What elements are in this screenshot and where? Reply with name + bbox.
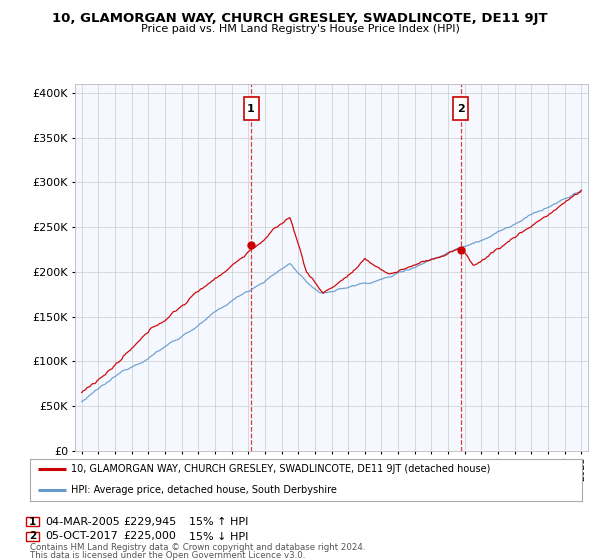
Text: 2: 2 bbox=[29, 531, 36, 542]
FancyBboxPatch shape bbox=[453, 97, 468, 120]
Text: HPI: Average price, detached house, South Derbyshire: HPI: Average price, detached house, Sout… bbox=[71, 486, 337, 495]
Text: £229,945: £229,945 bbox=[123, 517, 176, 527]
Text: Price paid vs. HM Land Registry's House Price Index (HPI): Price paid vs. HM Land Registry's House … bbox=[140, 24, 460, 34]
Text: 1: 1 bbox=[29, 517, 36, 527]
Text: 2: 2 bbox=[457, 104, 464, 114]
Text: 15% ↓ HPI: 15% ↓ HPI bbox=[189, 531, 248, 542]
Text: 05-OCT-2017: 05-OCT-2017 bbox=[45, 531, 118, 542]
Text: This data is licensed under the Open Government Licence v3.0.: This data is licensed under the Open Gov… bbox=[30, 551, 305, 560]
Text: 10, GLAMORGAN WAY, CHURCH GRESLEY, SWADLINCOTE, DE11 9JT: 10, GLAMORGAN WAY, CHURCH GRESLEY, SWADL… bbox=[52, 12, 548, 25]
FancyBboxPatch shape bbox=[244, 97, 259, 120]
Text: £225,000: £225,000 bbox=[123, 531, 176, 542]
Text: 10, GLAMORGAN WAY, CHURCH GRESLEY, SWADLINCOTE, DE11 9JT (detached house): 10, GLAMORGAN WAY, CHURCH GRESLEY, SWADL… bbox=[71, 464, 491, 474]
Text: 15% ↑ HPI: 15% ↑ HPI bbox=[189, 517, 248, 527]
Text: 04-MAR-2005: 04-MAR-2005 bbox=[45, 517, 120, 527]
Text: 1: 1 bbox=[247, 104, 255, 114]
Text: Contains HM Land Registry data © Crown copyright and database right 2024.: Contains HM Land Registry data © Crown c… bbox=[30, 543, 365, 552]
